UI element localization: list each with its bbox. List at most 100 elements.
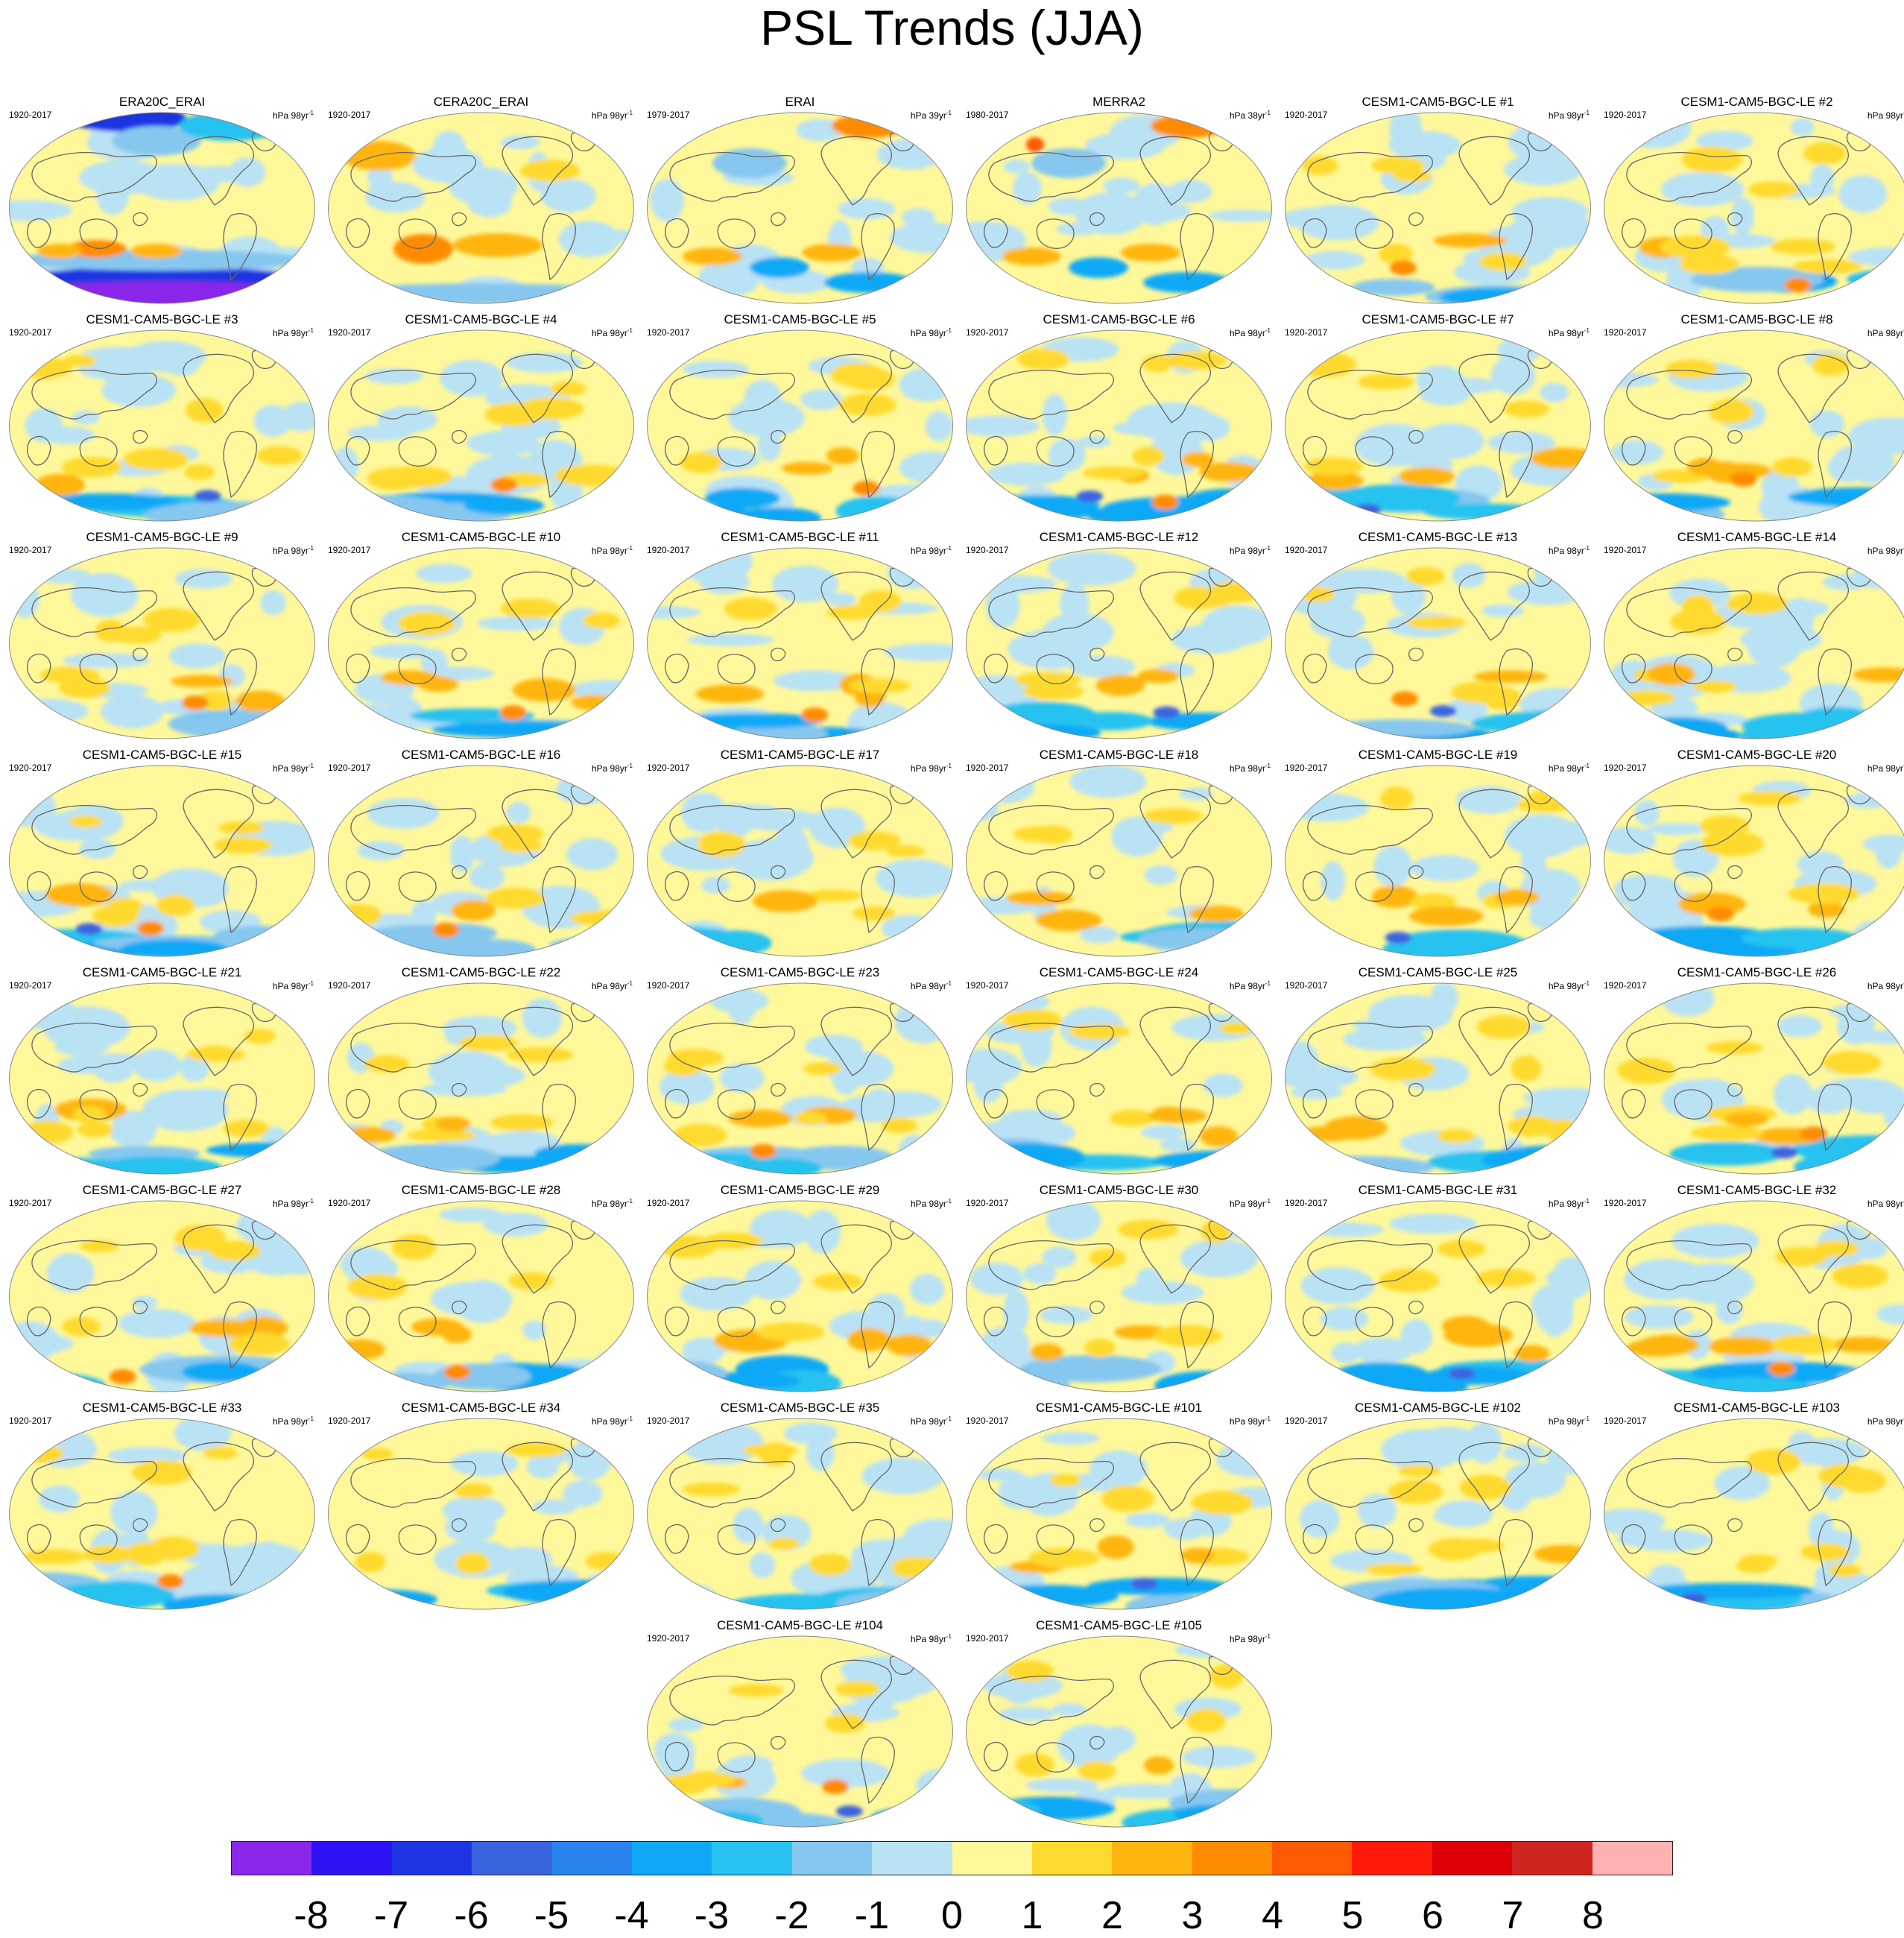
colorbar-boxes [231, 1841, 1673, 1875]
panel-title: CESM1-CAM5-BGC-LE #6 [964, 312, 1274, 327]
colorbar-box [1112, 1842, 1192, 1875]
trend-map [7, 982, 317, 1175]
trend-map [1283, 329, 1593, 523]
panel-title: CESM1-CAM5-BGC-LE #33 [7, 1401, 317, 1415]
panel-title: CESM1-CAM5-BGC-LE #1 [1283, 95, 1593, 110]
panel-title: CESM1-CAM5-BGC-LE #14 [1602, 530, 1904, 545]
trend-map [964, 764, 1274, 958]
colorbar-tick-label: 2 [1075, 1893, 1150, 1938]
trend-map [326, 329, 636, 523]
panel-title: CESM1-CAM5-BGC-LE #21 [7, 965, 317, 980]
trend-map [1283, 111, 1593, 305]
trend-map [645, 1199, 955, 1393]
colorbar-box [392, 1842, 472, 1875]
trend-map [645, 982, 955, 1175]
colorbar-box [1272, 1842, 1352, 1875]
panel-title: ERAI [645, 95, 955, 110]
trend-map [964, 1635, 1274, 1828]
trend-map [964, 1199, 1274, 1393]
trend-map [1602, 1199, 1904, 1393]
colorbar-box [472, 1842, 551, 1875]
panel-title: CESM1-CAM5-BGC-LE #24 [964, 965, 1274, 980]
trend-map [1602, 329, 1904, 523]
panel-title: CESM1-CAM5-BGC-LE #105 [964, 1618, 1274, 1633]
trend-map [326, 1417, 636, 1611]
trend-map [326, 111, 636, 305]
trend-map [7, 329, 317, 523]
trend-map [964, 329, 1274, 523]
trend-map [326, 1199, 636, 1393]
colorbar-tick-label: 5 [1315, 1893, 1390, 1938]
trend-map [1283, 1199, 1593, 1393]
trend-map [1283, 546, 1593, 740]
panel-title: CESM1-CAM5-BGC-LE #25 [1283, 965, 1593, 980]
colorbar-box [1352, 1842, 1432, 1875]
trend-map [326, 982, 636, 1175]
panel-title: CESM1-CAM5-BGC-LE #7 [1283, 312, 1593, 327]
colorbar-box [632, 1842, 712, 1875]
trend-map [964, 546, 1274, 740]
trend-map [645, 111, 955, 305]
trend-map [1602, 1417, 1904, 1611]
trend-map [964, 982, 1274, 1175]
trend-map [964, 111, 1274, 305]
panel-title: CESM1-CAM5-BGC-LE #101 [964, 1401, 1274, 1415]
trend-map [7, 546, 317, 740]
trend-map [1283, 982, 1593, 1175]
colorbar-tick-label: -3 [674, 1893, 749, 1938]
colorbar-box [552, 1842, 632, 1875]
colorbar-box [952, 1842, 1032, 1875]
panel-title: CESM1-CAM5-BGC-LE #31 [1283, 1183, 1593, 1198]
colorbar-box [311, 1842, 391, 1875]
colorbar-tick-label: 3 [1155, 1893, 1230, 1938]
panel-title: CESM1-CAM5-BGC-LE #3 [7, 312, 317, 327]
panel-title: CESM1-CAM5-BGC-LE #34 [326, 1401, 636, 1415]
trend-map [645, 1417, 955, 1611]
colorbar-tick-label: 8 [1556, 1893, 1631, 1938]
trend-map [326, 546, 636, 740]
colorbar-tick-label: -7 [354, 1893, 428, 1938]
colorbar-tick-label: 6 [1396, 1893, 1470, 1938]
panel-title: CESM1-CAM5-BGC-LE #102 [1283, 1401, 1593, 1415]
trend-map [645, 764, 955, 958]
panel-title: CESM1-CAM5-BGC-LE #4 [326, 312, 636, 327]
colorbar-box [792, 1842, 872, 1875]
panel-title: CESM1-CAM5-BGC-LE #19 [1283, 748, 1593, 763]
panel-title: CESM1-CAM5-BGC-LE #27 [7, 1183, 317, 1198]
colorbar-tick-label: 4 [1236, 1893, 1310, 1938]
panel-title: CESM1-CAM5-BGC-LE #2 [1602, 95, 1904, 110]
panel-title: ERA20C_ERAI [7, 95, 317, 110]
colorbar-box [1032, 1842, 1112, 1875]
